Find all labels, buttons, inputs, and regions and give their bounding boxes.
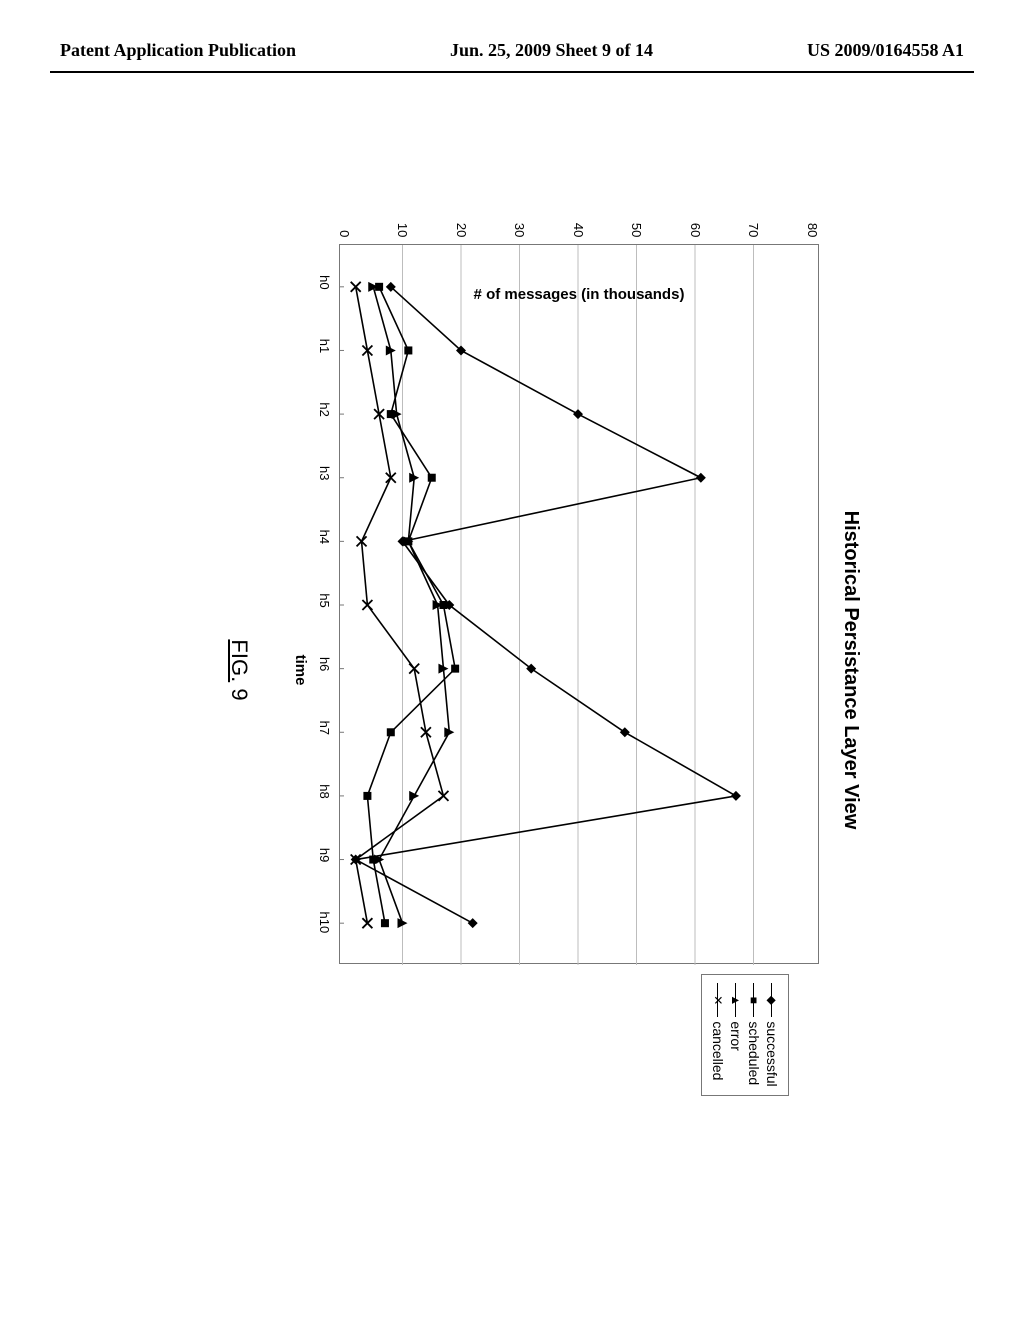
figure-area: Historical Persistance Layer View # of m…	[0, 120, 1024, 1220]
fig-prefix: FIG.	[227, 639, 252, 682]
x-axis-label: time	[292, 170, 309, 1170]
y-axis-label: # of messages (in thousands)	[474, 286, 685, 303]
diamond-icon: ◆	[765, 983, 779, 1017]
y-tick-label: 0	[337, 230, 352, 237]
legend-item-successful: ◆ successful	[764, 983, 780, 1086]
y-tick-label: 40	[571, 223, 586, 237]
header-right: US 2009/0164558 A1	[807, 40, 964, 61]
x-tick-label: h3	[317, 466, 332, 480]
legend-label: cancelled	[710, 1021, 726, 1080]
header-rule	[50, 71, 974, 73]
x-tick-label: h7	[317, 721, 332, 735]
page-header: Patent Application Publication Jun. 25, …	[0, 0, 1024, 71]
y-tick-label: 30	[513, 223, 528, 237]
legend-label: scheduled	[746, 1021, 762, 1085]
y-tick-label: 50	[630, 223, 645, 237]
x-tick-label: h8	[317, 784, 332, 798]
chart-container: Historical Persistance Layer View # of m…	[162, 170, 862, 1170]
y-tick-label: 80	[805, 223, 820, 237]
y-tick-label: 20	[454, 223, 469, 237]
legend-item-scheduled: ■ scheduled	[746, 983, 762, 1086]
x-tick-label: h1	[317, 339, 332, 353]
plot-row: # of messages (in thousands) 0 10 20 30 40 50…	[339, 170, 819, 1170]
x-tick-label: h9	[317, 848, 332, 862]
square-icon: ■	[747, 983, 761, 1017]
y-tick-label: 10	[396, 223, 411, 237]
triangle-icon: ▲	[729, 983, 743, 1017]
header-left: Patent Application Publication	[60, 40, 296, 61]
y-tick-label: 70	[747, 223, 762, 237]
header-center: Jun. 25, 2009 Sheet 9 of 14	[450, 40, 653, 61]
legend-label: successful	[764, 1021, 780, 1086]
x-tick-label: h6	[317, 657, 332, 671]
rotated-figure: Historical Persistance Layer View # of m…	[162, 170, 862, 1170]
figure-caption: FIG. 9	[226, 170, 252, 1170]
chart-title: Historical Persistance Layer View	[839, 170, 862, 1170]
y-tick-label: 60	[688, 223, 703, 237]
x-tick-label: h2	[317, 402, 332, 416]
fig-number: 9	[227, 688, 252, 700]
x-icon: ✕	[711, 983, 725, 1017]
x-tick-label: h5	[317, 593, 332, 607]
legend-label: error	[728, 1021, 744, 1051]
plot-box: # of messages (in thousands) 01020304050…	[339, 244, 819, 964]
chart-svg	[338, 245, 818, 965]
legend-item-cancelled: ✕ cancelled	[710, 983, 726, 1086]
x-tick-label: h0	[317, 275, 332, 289]
legend-item-error: ▲ error	[728, 983, 744, 1086]
x-tick-label: h4	[317, 530, 332, 544]
x-tick-label: h10	[317, 911, 332, 933]
legend: ◆ successful ■ scheduled ▲ error ✕ cance…	[701, 974, 789, 1095]
